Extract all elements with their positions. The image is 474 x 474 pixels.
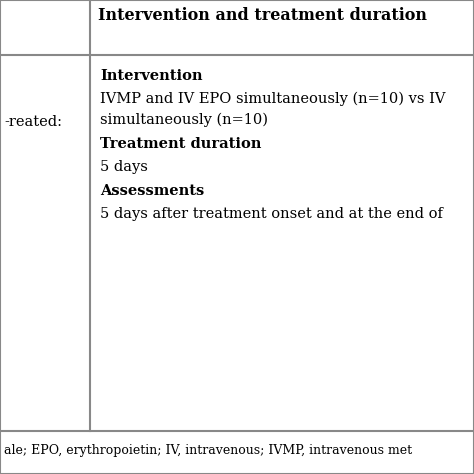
Text: -reated:: -reated: bbox=[4, 115, 62, 128]
Text: IVMP and IV EPO simultaneously (n=10) vs IV: IVMP and IV EPO simultaneously (n=10) vs… bbox=[100, 91, 446, 106]
Text: 5 days: 5 days bbox=[100, 160, 148, 174]
Text: Intervention and treatment duration: Intervention and treatment duration bbox=[98, 7, 427, 24]
Text: Intervention: Intervention bbox=[100, 69, 202, 82]
Text: simultaneously (n=10): simultaneously (n=10) bbox=[100, 112, 268, 127]
Text: 5 days after treatment onset and at the end of: 5 days after treatment onset and at the … bbox=[100, 207, 443, 221]
Text: ale; EPO, erythropoietin; IV, intravenous; IVMP, intravenous met: ale; EPO, erythropoietin; IV, intravenou… bbox=[4, 444, 412, 457]
Text: Assessments: Assessments bbox=[100, 184, 204, 198]
Text: Treatment duration: Treatment duration bbox=[100, 137, 262, 151]
